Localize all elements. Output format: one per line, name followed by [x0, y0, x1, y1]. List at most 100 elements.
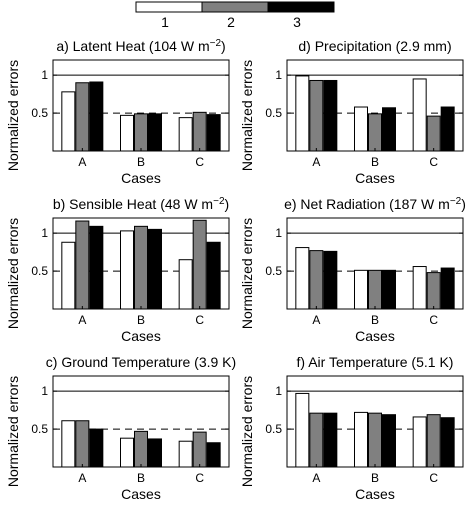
bar-C-series-3 [440, 417, 455, 468]
y-tick-label: 1 [275, 384, 282, 398]
plot-frame [52, 59, 230, 152]
bar-B-series-3 [148, 438, 162, 468]
bar-C-series-2 [426, 272, 441, 310]
x-axis-label: Cases [121, 170, 161, 186]
bar-A-series-2 [309, 79, 324, 152]
bar-B-series-1 [354, 411, 368, 468]
y-tick-label: 0.5 [265, 106, 282, 120]
bar-A-series-3 [89, 81, 104, 152]
panel-title: a) Latent Heat (104 W m−2) [56, 38, 225, 55]
panel-title: b) Sensible Heat (48 W m−2) [53, 196, 229, 213]
x-tick-label: A [312, 155, 320, 169]
panel-title: c) Ground Temperature (3.9 K) [46, 354, 236, 370]
y-tick-label: 0.5 [31, 264, 48, 278]
bar-B-series-3 [382, 107, 396, 152]
legend-swatch-1 [135, 1, 203, 13]
bar-A-series-2 [75, 420, 90, 468]
legend-label-1: 1 [161, 14, 169, 30]
y-axis-label: Normalized errors [5, 60, 21, 171]
bar-A-series-2 [75, 220, 90, 310]
panel-1: a) Latent Heat (104 W m−2) A B C 0.5 1 Cases No… [5, 38, 230, 186]
bar-C-series-1 [412, 416, 427, 468]
bar-A-series-1 [61, 420, 76, 468]
plot-frame [286, 59, 464, 152]
bar-C-series-3 [206, 114, 221, 152]
x-axis-label: Cases [355, 328, 395, 344]
bar-C-series-3 [206, 241, 221, 310]
bar-A-series-1 [61, 241, 76, 310]
y-tick-label: 1 [275, 68, 282, 82]
bar-A-series-3 [323, 250, 338, 310]
bar-C-series-2 [426, 115, 441, 152]
bar-C-series-1 [412, 266, 427, 310]
bar-B-series-1 [120, 230, 134, 310]
y-tick-label: 1 [41, 226, 48, 240]
y-tick-label: 0.5 [265, 264, 282, 278]
x-tick-label: B [137, 471, 145, 485]
bar-B-series-2 [368, 412, 382, 468]
bar-A-series-3 [323, 412, 338, 468]
bar-A-series-3 [89, 428, 104, 468]
y-tick-label: 0.5 [265, 422, 282, 436]
y-tick-label: 1 [41, 384, 48, 398]
bar-B-series-3 [148, 113, 162, 152]
bar-B-series-3 [382, 414, 396, 468]
bar-C-series-2 [192, 219, 207, 310]
x-tick-label: A [312, 471, 320, 485]
bar-B-series-2 [134, 113, 148, 152]
bar-B-series-3 [148, 228, 162, 310]
legend-swatch-3 [267, 1, 335, 13]
x-tick-label: B [371, 471, 379, 485]
x-tick-label: C [195, 155, 204, 169]
y-axis-label: Normalized errors [239, 60, 255, 171]
bar-B-series-3 [382, 269, 396, 310]
y-tick-label: 1 [41, 68, 48, 82]
plot-frame [286, 375, 464, 468]
x-tick-label: C [429, 313, 438, 327]
x-tick-label: B [137, 155, 145, 169]
x-axis-label: Cases [121, 486, 161, 502]
bar-B-series-1 [354, 269, 368, 310]
panel-title: d) Precipitation (2.9 mm) [298, 38, 451, 54]
bar-C-series-2 [192, 111, 207, 152]
x-tick-label: C [429, 155, 438, 169]
bar-A-series-1 [61, 91, 76, 152]
panel-5: c) Ground Temperature (3.9 K) A B C 0.5 1 Case… [5, 354, 236, 502]
x-tick-label: C [195, 471, 204, 485]
x-tick-label: A [78, 155, 86, 169]
panel-title: e) Net Radiation (187 W m−2) [284, 196, 466, 213]
legend-swatch-2 [201, 1, 269, 13]
bar-C-series-1 [412, 78, 427, 152]
legend: 1 2 3 [135, 1, 335, 30]
bar-C-series-1 [178, 440, 193, 468]
panel-6: f) Air Temperature (5.1 K) A B C 0.5 1 Cases No… [239, 354, 464, 502]
bar-B-series-2 [368, 113, 382, 152]
x-axis-label: Cases [121, 328, 161, 344]
y-tick-label: 1 [275, 226, 282, 240]
x-axis-label: Cases [355, 170, 395, 186]
bar-B-series-2 [134, 225, 148, 310]
y-axis-label: Normalized errors [5, 376, 21, 487]
panel-2: d) Precipitation (2.9 mm) A B C 0.5 1 Cases Nor… [239, 38, 464, 186]
bar-A-series-3 [323, 79, 338, 152]
bar-C-series-3 [440, 267, 455, 310]
x-tick-label: A [312, 313, 320, 327]
panel-title: f) Air Temperature (5.1 K) [297, 354, 454, 370]
plot-frame [52, 375, 230, 468]
bar-A-series-1 [295, 75, 310, 152]
legend-label-3: 3 [293, 14, 301, 30]
y-tick-label: 0.5 [31, 106, 48, 120]
x-axis-label: Cases [355, 486, 395, 502]
bar-C-series-3 [440, 106, 455, 152]
bar-C-series-2 [192, 431, 207, 468]
x-tick-label: B [371, 155, 379, 169]
x-tick-label: C [195, 313, 204, 327]
legend-label-2: 2 [227, 14, 235, 30]
panel-4: e) Net Radiation (187 W m−2) A B C 0.5 1 Cases… [239, 196, 466, 345]
x-tick-label: A [78, 471, 86, 485]
y-axis-label: Normalized errors [5, 218, 21, 329]
bar-C-series-1 [178, 259, 193, 310]
y-tick-label: 0.5 [31, 422, 48, 436]
bar-A-series-3 [89, 225, 104, 310]
